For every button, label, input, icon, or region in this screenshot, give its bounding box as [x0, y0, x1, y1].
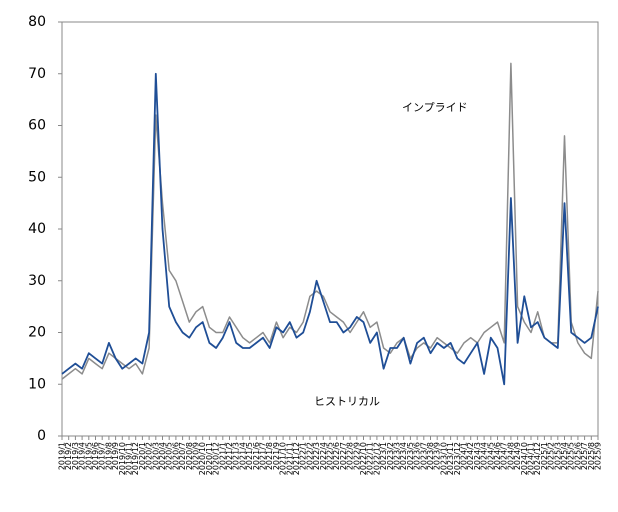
x-tick-label: 2022/10	[359, 442, 368, 475]
x-tick-label: 2021/5	[245, 442, 254, 470]
x-tick-label: 2021/9	[272, 442, 281, 470]
y-tick-label: 20	[28, 325, 46, 341]
x-tick-label: 2022/11	[366, 442, 375, 475]
x-tick-label: 2022/2	[305, 442, 314, 470]
y-tick-label: 80	[28, 14, 46, 30]
x-tick-label: 2025/1	[540, 442, 549, 470]
x-tick-label: 2021/6	[252, 442, 261, 470]
x-tick-label: 2023/6	[413, 442, 422, 470]
x-tick-label: 2024/10	[520, 442, 529, 475]
x-tick-label: 2024/5	[486, 442, 495, 470]
x-tick-label: 2025/3	[553, 442, 562, 470]
series-line	[61, 72, 599, 386]
x-tick-label: 2024/11	[527, 442, 536, 475]
x-tick-label: 2020/9	[192, 442, 201, 470]
x-tick-label: 2024/3	[473, 442, 482, 470]
x-tick-label: 2019/7	[98, 442, 107, 470]
x-tick-label: 2019/10	[118, 442, 127, 475]
x-tick-label: 2024/1	[460, 442, 469, 470]
x-tick-label: 2019/3	[71, 442, 80, 470]
x-tick-label: 2023/8	[426, 442, 435, 470]
x-tick-label: 2021/10	[279, 442, 288, 475]
x-tick-label: 2020/5	[165, 442, 174, 470]
x-tick-label: 2019/2	[64, 442, 73, 470]
x-tick-label: 2021/4	[238, 442, 247, 470]
x-tick-label: 2022/6	[332, 442, 341, 470]
x-tick-label: 2019/9	[111, 442, 120, 470]
x-tick-label: 2022/4	[319, 442, 328, 470]
x-tick-label: 2021/12	[292, 442, 301, 475]
y-tick-label: 50	[28, 169, 46, 185]
x-tick-label: 2024/4	[480, 442, 489, 470]
x-tick-label: 2023/2	[386, 442, 395, 470]
x-tick-label: 2022/5	[326, 442, 335, 470]
annotation-implied: インプライド	[402, 101, 468, 114]
x-tick-label: 2023/4	[399, 442, 408, 470]
x-tick-label: 2022/1	[299, 442, 308, 470]
x-tick-label: 2022/8	[346, 442, 355, 470]
y-tick-label: 70	[28, 66, 46, 82]
x-tick-label: 2019/6	[91, 442, 100, 470]
x-tick-label: 2020/6	[171, 442, 180, 470]
x-tick-label: 2020/7	[178, 442, 187, 470]
x-tick-label: 2021/8	[265, 442, 274, 470]
x-tick-label: 2022/9	[352, 442, 361, 470]
x-tick-label: 2022/3	[312, 442, 321, 470]
x-tick-label: 2023/7	[419, 442, 428, 470]
x-tick-label: 2020/10	[198, 442, 207, 475]
x-tick-label: 2022/7	[339, 442, 348, 470]
x-tick-label: 2021/2	[225, 442, 234, 470]
x-tick-label: 2021/11	[285, 442, 294, 475]
x-tick-label: 2021/1	[218, 442, 227, 470]
y-tick-label: 30	[28, 273, 46, 289]
x-tick-label: 2023/10	[439, 442, 448, 475]
y-tick-label: 0	[37, 428, 46, 444]
x-tick-label: 2019/11	[125, 442, 134, 475]
x-tick-label: 2022/12	[372, 442, 381, 475]
x-tick-label: 2025/4	[560, 442, 569, 470]
x-tick-label: 2023/1	[379, 442, 388, 470]
x-tick-label: 2019/1	[58, 442, 67, 470]
x-tick-label: 2025/7	[580, 442, 589, 470]
x-tick-label: 2020/12	[212, 442, 221, 475]
x-tick-label: 2023/3	[393, 442, 402, 470]
x-tick-label: 2020/2	[145, 442, 154, 470]
x-tick-label: 2023/9	[433, 442, 442, 470]
annotation-historical: ヒストリカル	[314, 395, 380, 408]
x-tick-label: 2023/5	[406, 442, 415, 470]
x-tick-label: 2019/4	[78, 442, 87, 470]
x-tick-label: 2023/12	[453, 442, 462, 475]
x-tick-label: 2019/5	[84, 442, 93, 470]
x-tick-label: 2024/6	[493, 442, 502, 470]
x-tick-label: 2025/6	[573, 442, 582, 470]
x-tick-label: 2024/2	[466, 442, 475, 470]
x-tick-label: 2020/3	[151, 442, 160, 470]
x-tick-label: 2020/4	[158, 442, 167, 470]
x-tick-label: 2024/8	[506, 442, 515, 470]
x-tick-label: 2020/11	[205, 442, 214, 475]
x-tick-label: 2021/7	[259, 442, 268, 470]
x-tick-label: 2023/11	[446, 442, 455, 475]
x-tick-label: 2020/8	[185, 442, 194, 470]
x-tick-label: 2025/9	[594, 442, 603, 470]
x-tick-label: 2025/5	[567, 442, 576, 470]
x-tick-label: 2024/12	[533, 442, 542, 475]
x-tick-label: 2024/9	[513, 442, 522, 470]
x-tick-label: 2019/8	[104, 442, 113, 470]
x-tick-label: 2024/7	[500, 442, 509, 470]
x-tick-label: 2025/2	[547, 442, 556, 470]
x-tick-label: 2020/1	[138, 442, 147, 470]
x-tick-label: 2025/8	[587, 442, 596, 470]
x-tick-label: 2021/3	[232, 442, 241, 470]
y-tick-label: 10	[28, 376, 46, 392]
y-tick-label: 40	[28, 221, 46, 237]
y-tick-label: 60	[28, 118, 46, 134]
x-tick-label: 2019/12	[131, 442, 140, 475]
